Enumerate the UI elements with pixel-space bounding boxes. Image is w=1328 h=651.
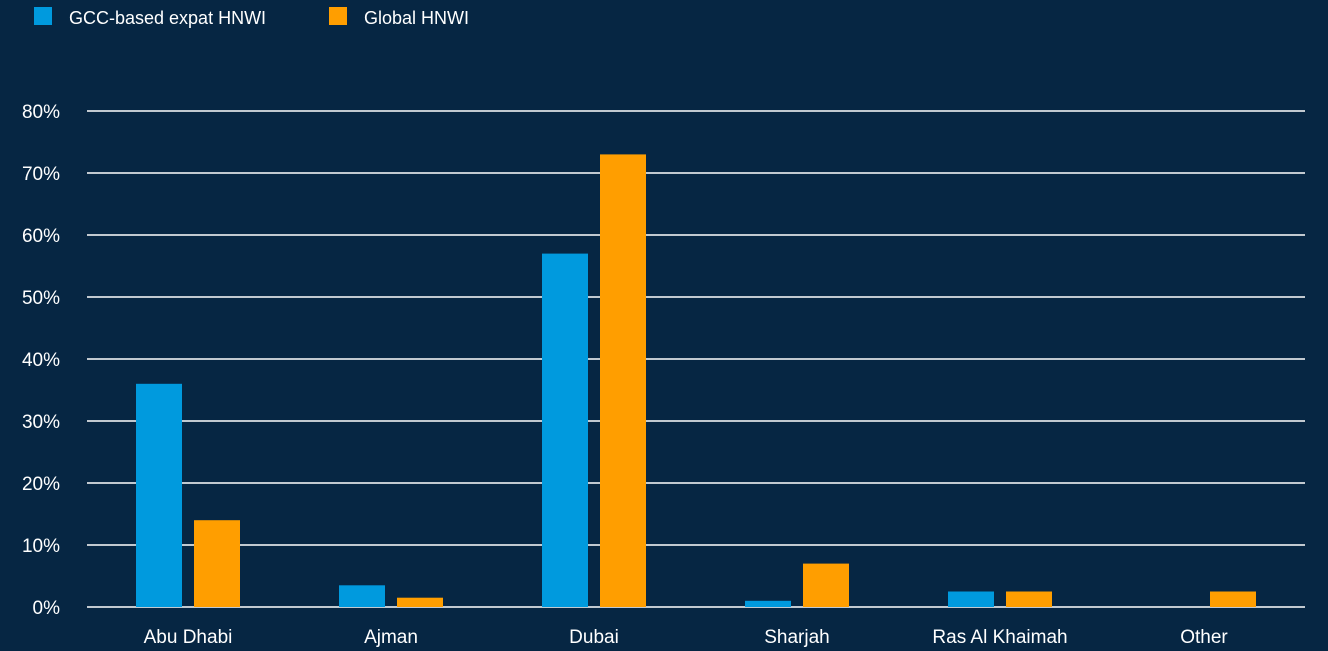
bar-gcc-expat-dubai [542, 253, 588, 607]
x-axis-categories: Abu Dhabi Ajman Dubai Sharjah Ras Al Khaimah… [144, 627, 1229, 648]
legend-swatch [34, 7, 52, 25]
x-category-label: Sharjah [764, 627, 830, 648]
bar-global-sharjah [803, 563, 849, 607]
bars [136, 154, 1256, 607]
y-tick-label: 10% [22, 536, 60, 557]
y-tick-label: 40% [22, 350, 60, 371]
y-tick-label: 0% [33, 598, 61, 619]
x-category-label: Abu Dhabi [144, 627, 233, 648]
y-axis-ticks: 0% 10% 20% 30% 40% 50% 60% 70% 80% [22, 102, 60, 619]
bar-gcc-expat-abu-dhabi [136, 383, 182, 607]
legend: GCC-based expat HNWI Global HNWI [34, 7, 469, 28]
legend-swatch [329, 7, 347, 25]
y-tick-label: 50% [22, 288, 60, 309]
x-category-label: Ras Al Khaimah [932, 627, 1067, 648]
bar-gcc-expat-ras-al-khaimah [948, 591, 994, 607]
bar-global-abu-dhabi [194, 520, 240, 607]
bar-gcc-expat-sharjah [745, 600, 791, 607]
y-tick-label: 30% [22, 412, 60, 433]
bar-global-ajman [397, 597, 443, 607]
legend-label: Global HNWI [364, 8, 469, 28]
bar-global-other [1210, 591, 1256, 607]
x-category-label: Dubai [569, 627, 619, 648]
y-tick-label: 20% [22, 474, 60, 495]
bar-global-dubai [600, 154, 646, 607]
x-category-label: Ajman [364, 627, 418, 648]
y-gridlines [87, 110, 1305, 608]
x-category-label: Other [1180, 627, 1228, 648]
y-tick-label: 80% [22, 102, 60, 123]
bar-gcc-expat-ajman [339, 585, 385, 607]
y-tick-label: 70% [22, 164, 60, 185]
bar-global-ras-al-khaimah [1006, 591, 1052, 607]
legend-label: GCC-based expat HNWI [69, 8, 266, 28]
y-tick-label: 60% [22, 226, 60, 247]
